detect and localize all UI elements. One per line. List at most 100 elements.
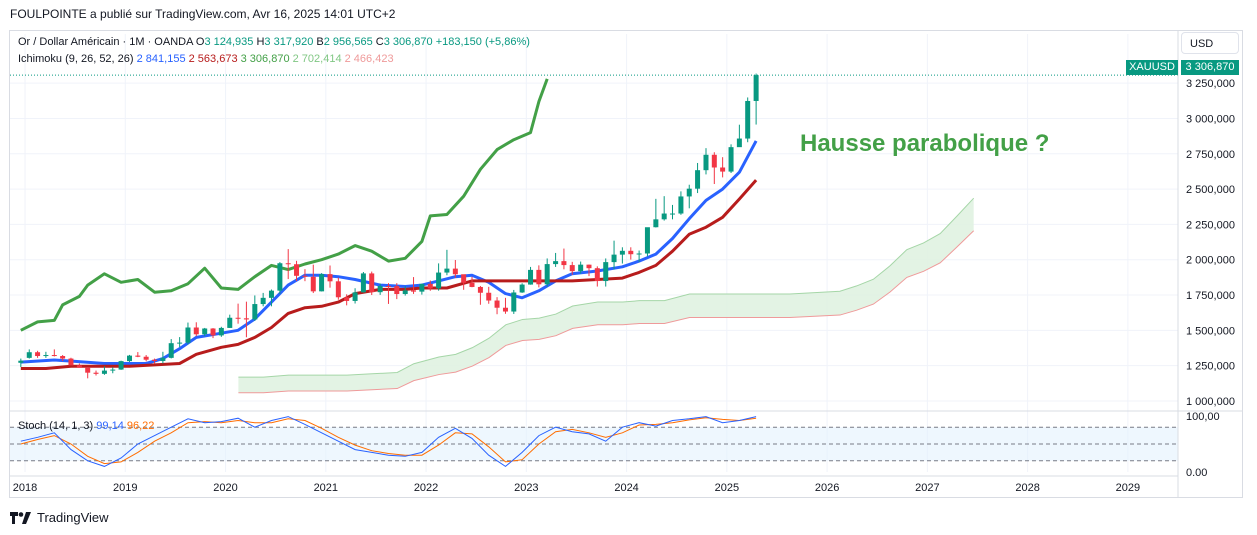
candle bbox=[686, 184, 692, 209]
price-tick-label: 1 000,000 bbox=[1186, 396, 1235, 408]
candle bbox=[285, 249, 291, 280]
candle bbox=[43, 351, 49, 358]
candle bbox=[168, 339, 174, 359]
candle bbox=[519, 283, 525, 293]
candle-body bbox=[736, 138, 742, 148]
axes: 1 000,000 1 250,000 1 500,000 1 750,000 2 00… bbox=[10, 31, 1243, 497]
time-tick-label: 2018 bbox=[13, 482, 37, 494]
candle bbox=[101, 366, 107, 375]
price-tick-label: 2 250,000 bbox=[1186, 219, 1235, 231]
candle bbox=[369, 271, 375, 296]
candle bbox=[85, 367, 91, 379]
candle-body bbox=[661, 213, 667, 220]
candle bbox=[18, 358, 24, 368]
candle-body bbox=[252, 304, 258, 320]
candle-body bbox=[177, 342, 183, 344]
candle-body bbox=[135, 355, 141, 357]
candle-body bbox=[277, 263, 283, 291]
candle bbox=[335, 277, 341, 300]
candle-body bbox=[202, 328, 208, 335]
ichimoku-label[interactable]: Ichimoku (9, 26, 52, 26) bbox=[18, 53, 134, 65]
candle bbox=[26, 349, 32, 359]
candle bbox=[277, 262, 283, 295]
candle-body bbox=[519, 284, 525, 293]
candle bbox=[377, 283, 383, 295]
candle-body bbox=[402, 290, 408, 295]
candle bbox=[611, 240, 617, 270]
candle bbox=[185, 322, 191, 345]
candle-body bbox=[185, 327, 191, 343]
candle-body bbox=[494, 300, 500, 308]
candle bbox=[544, 258, 550, 287]
candle bbox=[644, 227, 650, 257]
chart-annotation[interactable]: Hausse parabolique ? bbox=[800, 130, 1050, 157]
price-tick-label: 1 250,000 bbox=[1186, 361, 1235, 373]
candle-body bbox=[728, 147, 734, 172]
open-value: 3 124,935 bbox=[204, 36, 254, 48]
candle bbox=[218, 326, 224, 337]
candle bbox=[594, 266, 600, 287]
candle bbox=[394, 283, 400, 300]
candle-body bbox=[427, 283, 433, 289]
candle bbox=[352, 288, 358, 304]
candle bbox=[235, 303, 241, 324]
high-value: 3 317,920 bbox=[264, 36, 314, 48]
tradingview-logo[interactable]: TradingView bbox=[10, 510, 109, 525]
price-tick-label: 2 000,000 bbox=[1186, 255, 1235, 267]
candle-body bbox=[502, 307, 508, 312]
candle bbox=[152, 358, 158, 364]
kijun-value: 2 563,673 bbox=[188, 53, 238, 65]
candle bbox=[653, 198, 659, 228]
candle-body bbox=[578, 264, 584, 272]
candle-body bbox=[561, 261, 567, 266]
candle bbox=[461, 274, 467, 290]
candle-body bbox=[68, 358, 74, 366]
candle-body bbox=[168, 343, 174, 358]
series-chikou bbox=[20, 78, 549, 332]
candle-body bbox=[486, 292, 492, 301]
candle-body bbox=[35, 352, 41, 357]
candle-body bbox=[695, 170, 701, 189]
candle-body bbox=[377, 285, 383, 293]
candle-body bbox=[394, 286, 400, 295]
price-tick-label: 1 750,000 bbox=[1186, 290, 1235, 302]
candle bbox=[385, 283, 391, 304]
candle-body bbox=[76, 365, 82, 368]
candle bbox=[736, 124, 742, 148]
candle bbox=[469, 276, 475, 288]
candle-body bbox=[285, 263, 291, 265]
candle-body bbox=[753, 75, 759, 101]
currency-button[interactable]: USD bbox=[1181, 32, 1239, 54]
candle bbox=[294, 260, 300, 282]
low-label: B bbox=[316, 36, 324, 48]
candle-body bbox=[101, 370, 107, 374]
candle-body bbox=[110, 369, 116, 371]
candle bbox=[628, 247, 634, 260]
symbol-label[interactable]: Or / Dollar Américain · 1M · OANDA bbox=[18, 36, 193, 48]
candle-body bbox=[235, 317, 241, 319]
candle-body bbox=[670, 213, 676, 215]
candle bbox=[243, 301, 249, 338]
stoch-d-value: 96,22 bbox=[126, 420, 155, 432]
candle bbox=[93, 370, 99, 376]
candle bbox=[745, 97, 751, 143]
candle bbox=[561, 248, 567, 270]
stoch-label[interactable]: Stoch (14, 1, 3) bbox=[18, 420, 94, 432]
candle-body bbox=[243, 318, 249, 320]
stoch-scale-top: 100,00 bbox=[1186, 411, 1220, 423]
candle bbox=[603, 258, 609, 287]
candle bbox=[720, 157, 726, 178]
candle-body bbox=[553, 261, 559, 265]
senkou-span-b bbox=[238, 230, 975, 394]
candle bbox=[502, 297, 508, 314]
candle bbox=[411, 277, 417, 294]
candle-body bbox=[310, 276, 316, 292]
candle-body bbox=[636, 253, 642, 255]
tenkan-value: 2 841,155 bbox=[136, 53, 186, 65]
candle-body bbox=[210, 328, 216, 336]
candle-body bbox=[327, 274, 333, 282]
stoch-k-value: 99,14 bbox=[96, 420, 124, 432]
candle-body bbox=[469, 282, 475, 287]
time-tick-label: 2026 bbox=[815, 482, 839, 494]
